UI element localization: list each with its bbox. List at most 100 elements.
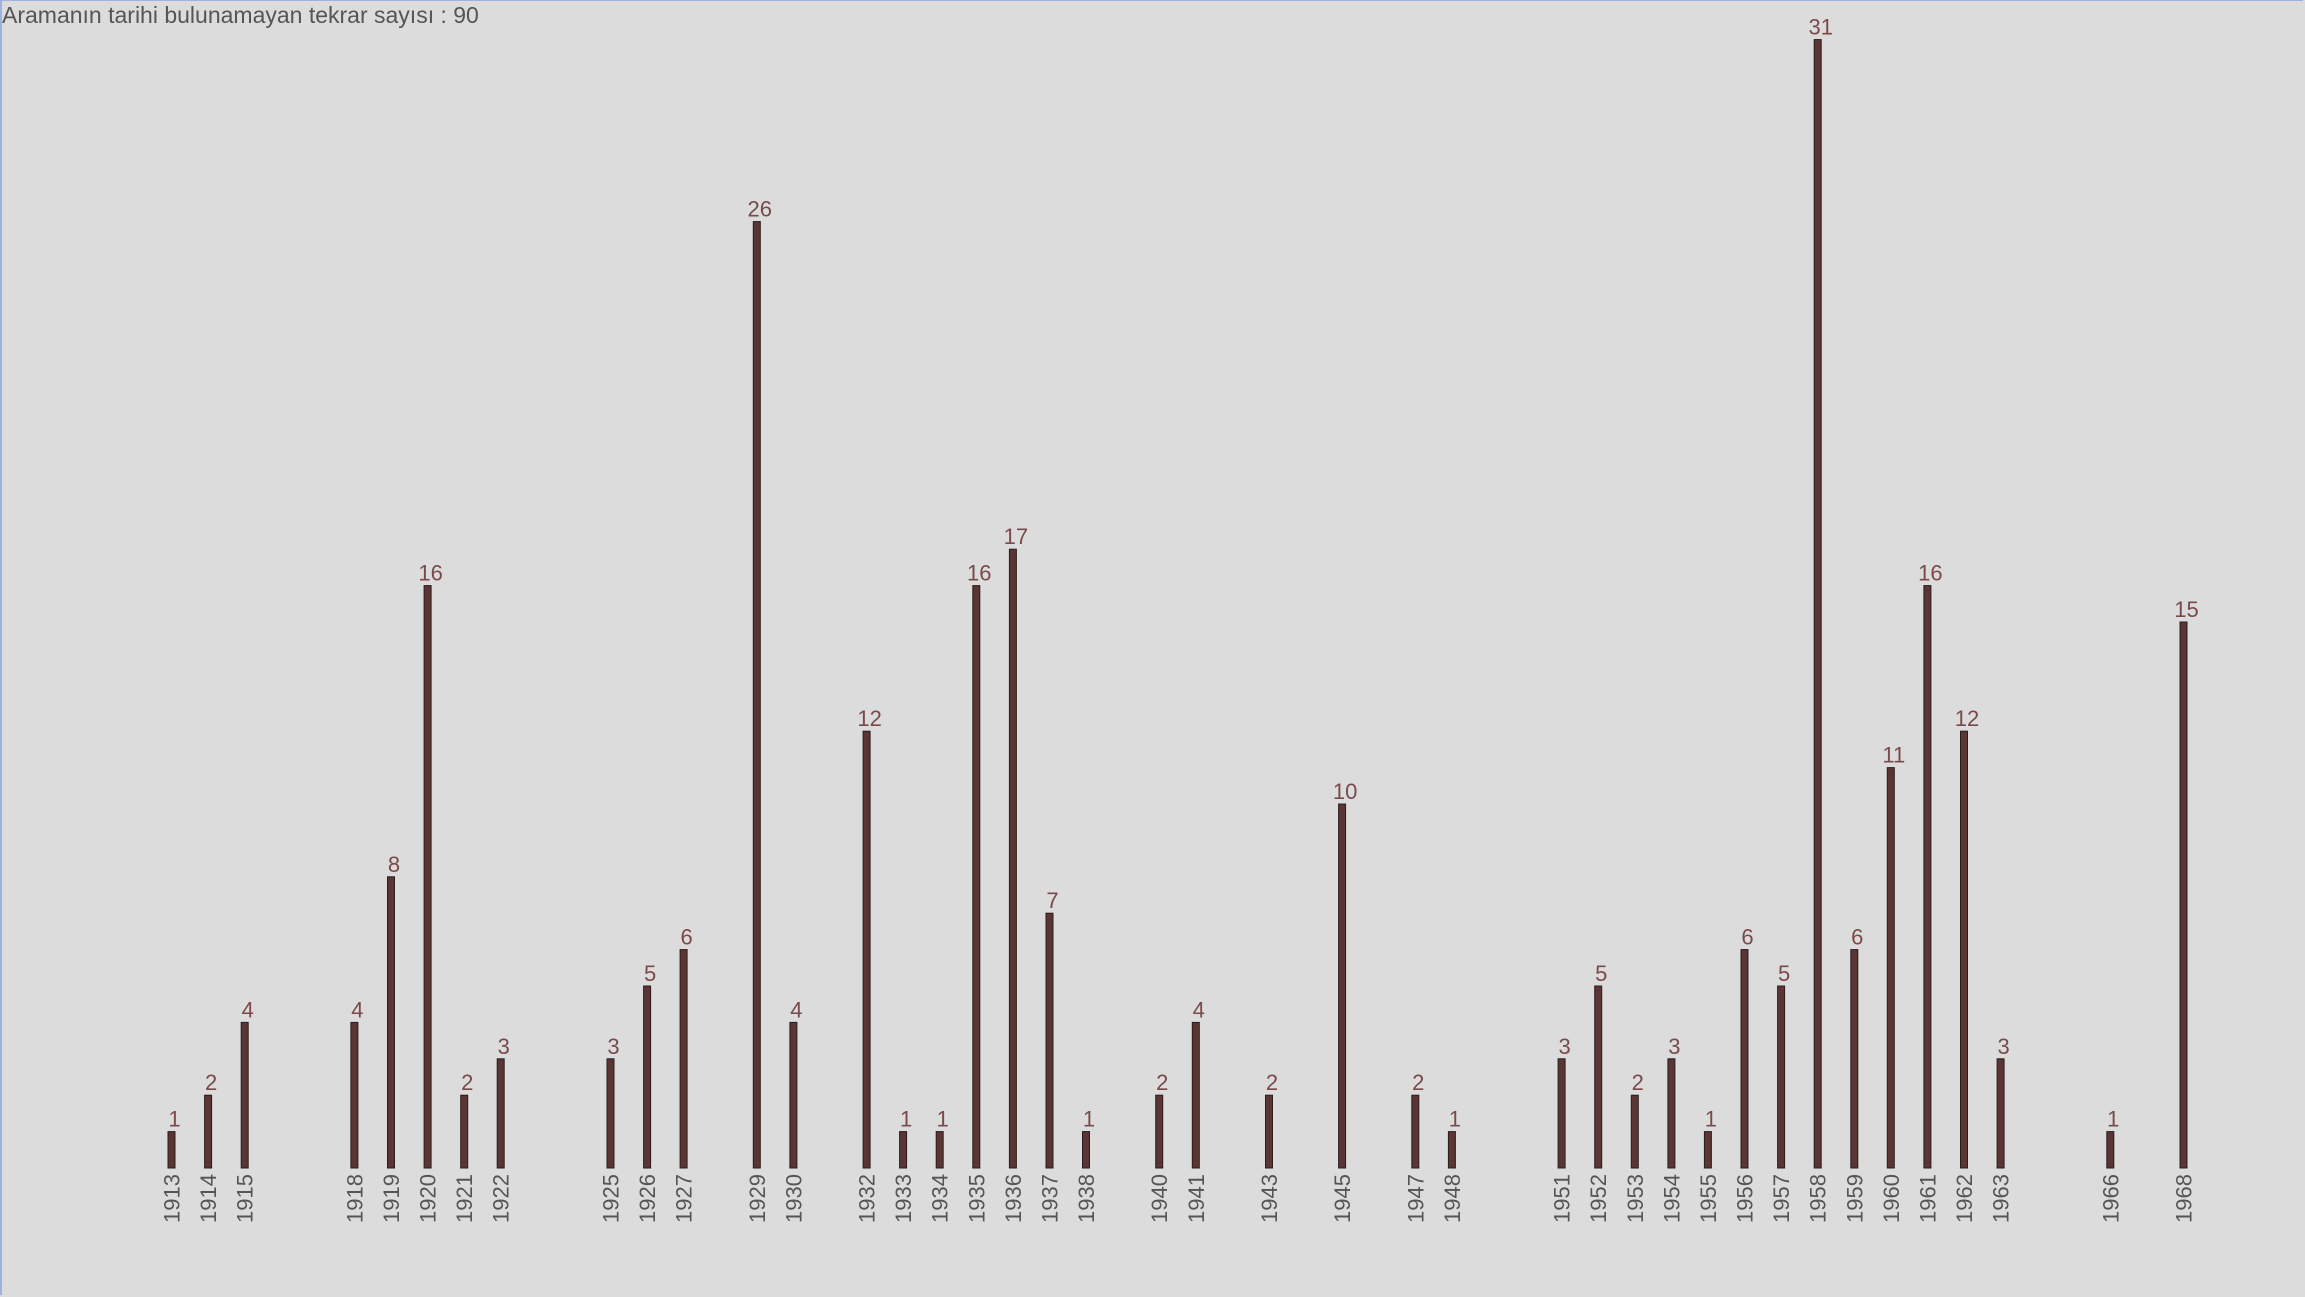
value-label-1930: 4 (790, 997, 802, 1022)
year-label-1951: 1951 (1550, 1174, 1575, 1223)
value-label-1955: 1 (1705, 1107, 1717, 1132)
value-label-1952: 5 (1595, 961, 1607, 986)
year-label-1953: 1953 (1623, 1174, 1648, 1223)
year-label-1921: 1921 (452, 1174, 477, 1223)
bar-1919[interactable] (387, 876, 395, 1169)
bar-1921[interactable] (460, 1094, 469, 1169)
year-label-1935: 1935 (964, 1174, 989, 1223)
year-label-1957: 1957 (1769, 1174, 1794, 1223)
bar-1952[interactable] (1594, 985, 1603, 1169)
value-label-1961: 16 (1918, 561, 1942, 586)
value-label-1918: 4 (351, 997, 363, 1022)
year-label-1913: 1913 (160, 1174, 185, 1223)
value-label-1937: 7 (1046, 888, 1058, 913)
bar-1922[interactable] (496, 1058, 505, 1169)
bar-1918[interactable] (350, 1021, 359, 1169)
value-label-1913: 1 (168, 1107, 180, 1132)
value-label-1954: 3 (1668, 1034, 1680, 1059)
year-label-1933: 1933 (891, 1174, 916, 1223)
bar-1947[interactable] (1411, 1094, 1420, 1169)
year-label-1948: 1948 (1440, 1174, 1465, 1223)
year-label-1968: 1968 (2172, 1174, 2197, 1223)
bar-1914[interactable] (204, 1094, 213, 1169)
bar-1966[interactable] (2106, 1131, 2115, 1169)
bar-1962[interactable] (1960, 730, 1968, 1169)
year-label-1940: 1940 (1147, 1174, 1172, 1223)
bar-1943[interactable] (1265, 1094, 1273, 1169)
year-label-1914: 1914 (196, 1174, 221, 1223)
bar-1935[interactable] (972, 585, 981, 1169)
bar-1930[interactable] (789, 1021, 798, 1169)
bar-1937[interactable] (1045, 912, 1054, 1169)
value-label-1953: 2 (1632, 1070, 1644, 1095)
value-label-1957: 5 (1778, 961, 1790, 986)
bar-1940[interactable] (1155, 1094, 1164, 1169)
bar-1961[interactable] (1923, 585, 1932, 1169)
bar-1956[interactable] (1740, 949, 1749, 1169)
bar-1915[interactable] (240, 1021, 249, 1169)
year-label-1947: 1947 (1403, 1174, 1428, 1223)
value-label-1934: 1 (937, 1107, 949, 1132)
year-label-1919: 1919 (379, 1174, 404, 1223)
year-label-1958: 1958 (1806, 1174, 1831, 1223)
bar-1968[interactable] (2179, 621, 2188, 1169)
bar-1936[interactable] (1008, 548, 1017, 1169)
year-label-1929: 1929 (745, 1174, 770, 1223)
bar-1934[interactable] (935, 1131, 944, 1169)
value-label-1956: 6 (1741, 925, 1753, 950)
bar-1955[interactable] (1703, 1131, 1712, 1169)
bar-1959[interactable] (1850, 949, 1859, 1169)
bar-1938[interactable] (1082, 1131, 1090, 1169)
bar-1941[interactable] (1191, 1021, 1200, 1169)
year-label-1926: 1926 (635, 1174, 660, 1223)
value-label-1966: 1 (2107, 1107, 2119, 1132)
year-label-1938: 1938 (1074, 1174, 1099, 1223)
bar-1963[interactable] (1996, 1058, 2005, 1169)
year-label-1932: 1932 (855, 1174, 880, 1223)
bar-1951[interactable] (1557, 1058, 1566, 1169)
bar-1958[interactable] (1813, 39, 1822, 1169)
value-label-1922: 3 (498, 1034, 510, 1059)
year-label-1920: 1920 (416, 1174, 441, 1223)
bar-1948[interactable] (1447, 1131, 1456, 1169)
value-label-1927: 6 (680, 925, 692, 950)
bar-1954[interactable] (1667, 1058, 1676, 1169)
value-label-1968: 15 (2174, 597, 2198, 622)
year-label-1941: 1941 (1184, 1174, 1209, 1223)
year-label-1963: 1963 (1989, 1174, 2014, 1223)
value-label-1963: 3 (1997, 1034, 2009, 1059)
value-label-1962: 12 (1955, 706, 1979, 731)
bar-1920[interactable] (423, 585, 432, 1169)
bar-1960[interactable] (1886, 767, 1895, 1169)
value-label-1951: 3 (1558, 1034, 1570, 1059)
bar-1957[interactable] (1777, 985, 1786, 1169)
bar-1932[interactable] (862, 730, 871, 1169)
year-label-1936: 1936 (1001, 1174, 1026, 1223)
year-label-1922: 1922 (489, 1174, 514, 1223)
year-label-1925: 1925 (599, 1174, 624, 1223)
year-label-1962: 1962 (1952, 1174, 1977, 1223)
year-label-1943: 1943 (1257, 1174, 1282, 1223)
year-label-1937: 1937 (1038, 1174, 1063, 1223)
value-label-1940: 2 (1156, 1070, 1168, 1095)
year-label-1959: 1959 (1842, 1174, 1867, 1223)
year-label-1961: 1961 (1915, 1174, 1940, 1223)
value-label-1948: 1 (1449, 1107, 1461, 1132)
bar-1927[interactable] (679, 949, 688, 1169)
value-label-1915: 4 (242, 997, 254, 1022)
bar-1913[interactable] (167, 1131, 176, 1169)
year-label-1966: 1966 (2098, 1174, 2123, 1223)
value-label-1959: 6 (1851, 925, 1863, 950)
bar-1945[interactable] (1338, 803, 1347, 1169)
value-label-1938: 1 (1083, 1107, 1095, 1132)
year-label-1918: 1918 (342, 1174, 367, 1223)
value-label-1920: 16 (418, 561, 442, 586)
bar-1925[interactable] (606, 1058, 615, 1169)
bar-1926[interactable] (643, 985, 652, 1169)
bar-1933[interactable] (899, 1131, 908, 1169)
bar-1929[interactable] (752, 221, 761, 1169)
year-label-1930: 1930 (781, 1174, 806, 1223)
bar-1953[interactable] (1630, 1094, 1639, 1169)
